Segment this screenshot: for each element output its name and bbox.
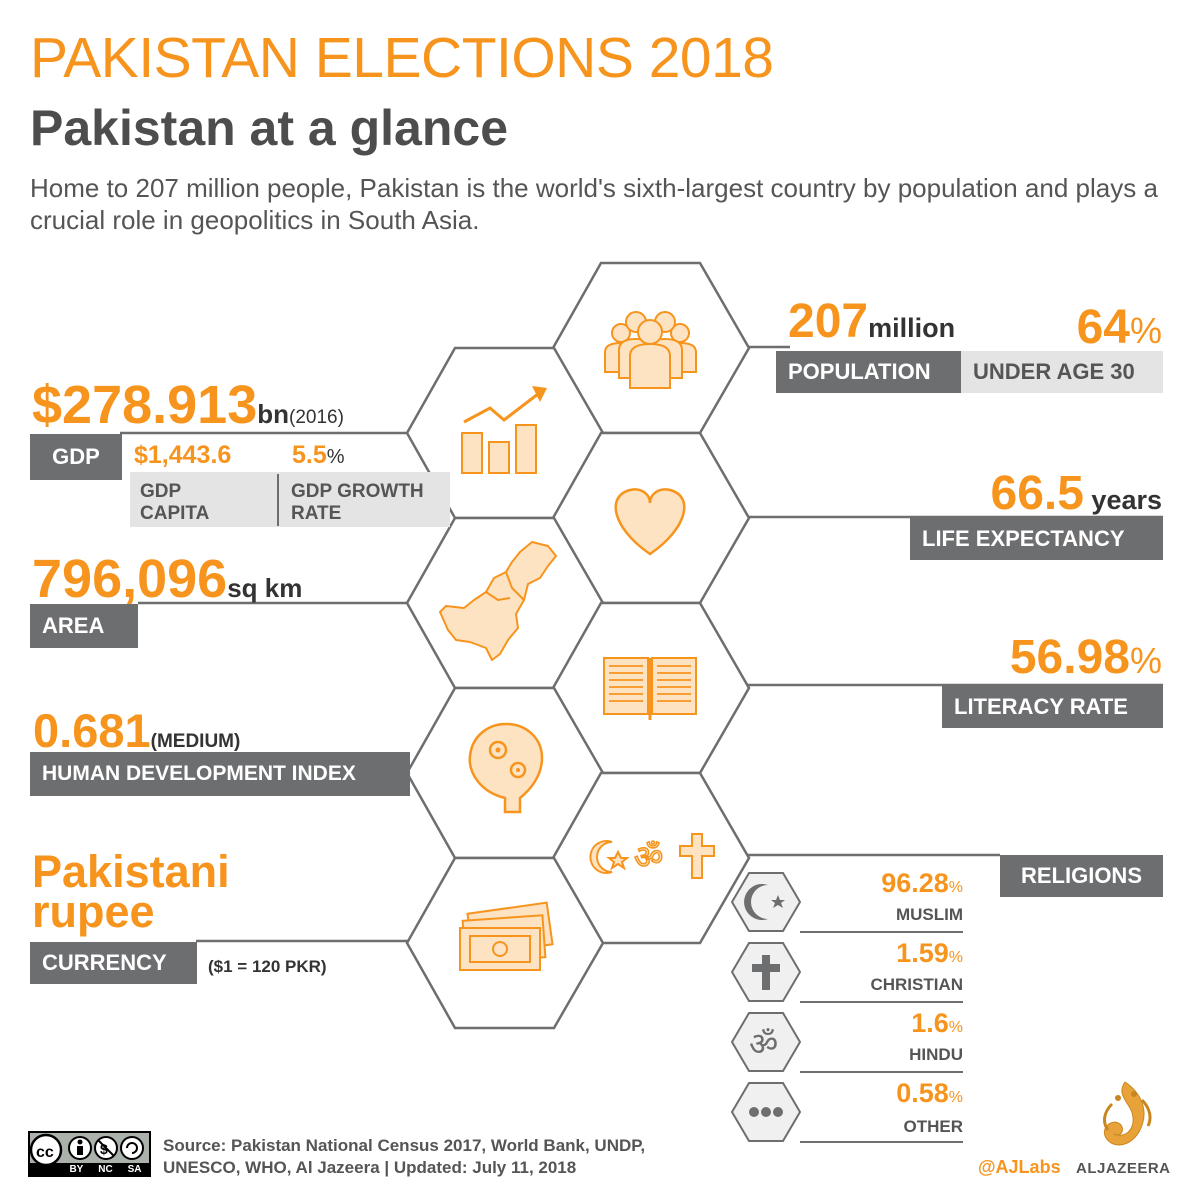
gdp-sub-panel [130, 472, 450, 527]
cc-license-labels: BY NC SA [69, 1164, 142, 1175]
ellipsis-icon [749, 1107, 783, 1117]
gdp-year: (2016) [289, 407, 344, 428]
book-icon [603, 657, 697, 720]
hdi-value: 0.681(MEDIUM) [33, 704, 241, 757]
gdp-per-capita-label: GDP CAPITA [140, 481, 210, 524]
banknotes-icon [459, 901, 554, 971]
gdp-sub-divider [277, 474, 279, 526]
page-title: PAKISTAN ELECTIONS 2018 [30, 26, 774, 90]
literacy-label: LITERACY RATE [942, 686, 1163, 728]
page-subtitle: Pakistan at a glance [30, 100, 509, 156]
head-gears-icon [468, 722, 544, 814]
bar-chart-growth-icon [461, 386, 547, 474]
svg-text:$: $ [100, 1141, 108, 1157]
gdp-value: $278.913bn(2016) [32, 375, 344, 435]
gdp-growth-unit: % [326, 446, 345, 468]
young-share-unit: % [1129, 310, 1162, 351]
people-icon [604, 311, 697, 389]
hdi-note: (MEDIUM) [150, 731, 241, 752]
currency-value: Pakistani rupee [32, 846, 230, 937]
aljazeera-logo-icon [1103, 1081, 1152, 1146]
currency-label: CURRENCY [30, 942, 197, 984]
population-value: 207million [788, 295, 956, 348]
religion-name-other: OTHER [903, 1117, 964, 1136]
religion-value-christian: 1.59% [896, 938, 963, 968]
ajlabs-handle: @AJLabs [978, 1157, 1061, 1177]
religion-name-christian: CHRISTIAN [870, 975, 963, 994]
young-share-value: 64% [1076, 301, 1162, 354]
currency-note: ($1 = 120 PKR) [208, 957, 327, 976]
religion-name-hindu: HINDU [909, 1045, 963, 1064]
literacy-value: 56.98% [1009, 631, 1162, 684]
cross-icon [752, 955, 780, 990]
aljazeera-wordmark: ALJAZEERA [1076, 1160, 1171, 1177]
svg-text:cc: cc [36, 1144, 54, 1161]
source-text: Source: Pakistan National Census 2017, W… [163, 1136, 646, 1177]
young-share-label: UNDER AGE 30 [961, 351, 1163, 393]
religion-value-hindu: 1.6% [911, 1008, 963, 1038]
religion-value-muslim: 96.28% [881, 868, 963, 898]
area-unit: sq km [227, 573, 303, 603]
heart-icon [614, 488, 686, 556]
religion-name-muslim: MUSLIM [895, 905, 963, 924]
gdp-growth-value: 5.5% [292, 441, 345, 469]
crescent-star-icon [744, 884, 768, 920]
population-unit: million [868, 313, 956, 343]
life-expectancy-label: LIFE EXPECTANCY [910, 518, 1163, 560]
hdi-label: HUMAN DEVELOPMENT INDEX [30, 752, 410, 796]
area-value: 796,096sq km [32, 549, 303, 609]
gdp-growth-label: GDP GROWTH RATE [291, 481, 424, 524]
life-expectancy-unit: years [1083, 485, 1162, 515]
population-label: POPULATION [776, 351, 961, 393]
gdp-label: GDP [30, 434, 122, 480]
gdp-per-capita-value: $1,443.6 [134, 441, 232, 469]
area-label: AREA [30, 604, 138, 648]
svg-text:ॐ: ॐ [634, 838, 663, 876]
cc-license-badge: cc $ [28, 1131, 151, 1177]
gdp-unit: bn [257, 399, 289, 429]
literacy-unit: % [1129, 640, 1162, 681]
intro-text: Home to 207 million people, Pakistan is … [30, 173, 1158, 235]
hex-muslim [730, 872, 802, 932]
religion-value-other: 0.58% [896, 1078, 963, 1108]
religions-symbols-icon: ॐ [589, 833, 715, 879]
life-expectancy-value: 66.5 years [990, 467, 1163, 520]
om-icon: ॐ [749, 1025, 778, 1063]
hex-hindu [730, 1012, 802, 1072]
religions-label: RELIGIONS [1000, 855, 1163, 897]
pakistan-map-icon [439, 541, 557, 661]
